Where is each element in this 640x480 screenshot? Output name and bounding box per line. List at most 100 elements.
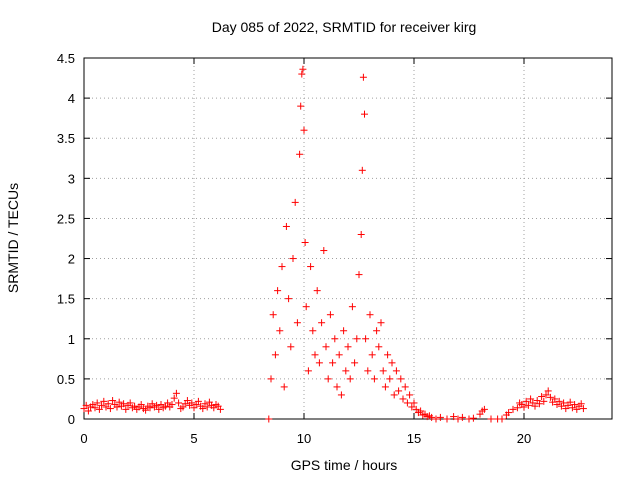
data-point [311, 351, 319, 359]
x-tick-label: 20 [517, 431, 531, 446]
data-point [358, 166, 366, 174]
data-point [282, 222, 290, 230]
data-point [505, 409, 513, 417]
data-point [487, 415, 495, 423]
data-point [285, 295, 293, 303]
data-point [315, 359, 323, 367]
data-point [346, 375, 354, 383]
y-tick-label: 1 [68, 332, 75, 347]
data-point [344, 343, 352, 351]
data-point [342, 367, 350, 375]
data-point [172, 389, 180, 397]
data-point [535, 400, 543, 408]
data-point [428, 413, 436, 421]
data-point [355, 271, 363, 279]
data-point [115, 398, 123, 406]
data-point [458, 413, 466, 421]
x-tick-label: 0 [80, 431, 87, 446]
data-point [353, 335, 361, 343]
data-point [269, 311, 277, 319]
data-point [120, 400, 128, 408]
data-point [155, 405, 163, 413]
data-point [377, 319, 385, 327]
data-point [216, 405, 224, 413]
data-point [408, 403, 416, 411]
y-tick-label: 0 [68, 412, 75, 427]
data-point [335, 351, 343, 359]
data-point [153, 401, 161, 409]
data-point [551, 395, 559, 403]
grid [84, 58, 612, 419]
y-axis-label: SRMTID / TECUs [5, 183, 21, 293]
data-point [142, 406, 150, 414]
data-point [313, 287, 321, 295]
data-point [359, 73, 367, 81]
data-point [348, 303, 356, 311]
data-point [397, 375, 405, 383]
data-point [137, 401, 145, 409]
data-point [126, 399, 134, 407]
data-point [388, 359, 396, 367]
data-point [361, 110, 368, 118]
data-point [399, 395, 407, 403]
data-point [513, 404, 521, 412]
data-point [401, 383, 409, 391]
y-tick-label: 4.5 [57, 51, 75, 66]
data-point [175, 399, 183, 407]
data-point [546, 393, 554, 401]
data-point [498, 415, 506, 423]
data-point [304, 367, 312, 375]
data-point [436, 413, 444, 421]
data-point [93, 399, 101, 407]
data-point [307, 263, 315, 271]
data-point [571, 401, 579, 409]
data-point [450, 413, 458, 421]
y-tick-label: 4 [68, 91, 75, 106]
data-point [271, 351, 279, 359]
data-point [188, 399, 196, 407]
data-points [80, 65, 587, 423]
data-point [324, 375, 332, 383]
data-point [122, 405, 130, 413]
data-point [267, 375, 275, 383]
data-point [203, 403, 211, 411]
y-tick-label: 3.5 [57, 131, 75, 146]
data-point [309, 327, 317, 335]
data-point [364, 367, 372, 375]
y-tick-label: 3 [68, 171, 75, 186]
data-point [278, 263, 286, 271]
data-point [522, 397, 530, 405]
data-point [454, 415, 462, 423]
data-point [194, 397, 202, 405]
data-point [531, 402, 539, 410]
data-point [113, 403, 121, 411]
data-point [183, 397, 191, 405]
data-point [329, 359, 337, 367]
data-point [300, 126, 308, 134]
data-point [509, 405, 517, 413]
data-point [538, 393, 546, 401]
data-point [170, 394, 178, 402]
data-point [465, 415, 473, 423]
y-tick-label: 2 [68, 252, 75, 267]
data-point [322, 343, 330, 351]
data-point [301, 239, 309, 247]
data-point [98, 401, 106, 409]
plot-frame [83, 57, 613, 420]
data-point [410, 399, 418, 407]
data-point [291, 198, 299, 206]
data-point [381, 383, 389, 391]
data-point [337, 391, 345, 399]
data-point [370, 375, 378, 383]
data-point [326, 311, 334, 319]
data-point [340, 327, 348, 335]
data-point [331, 335, 339, 343]
data-point [289, 255, 297, 263]
data-point [91, 404, 99, 412]
data-point [109, 397, 117, 405]
data-point [443, 415, 451, 423]
data-point [84, 407, 92, 415]
data-point [302, 303, 310, 311]
data-point [146, 404, 154, 412]
